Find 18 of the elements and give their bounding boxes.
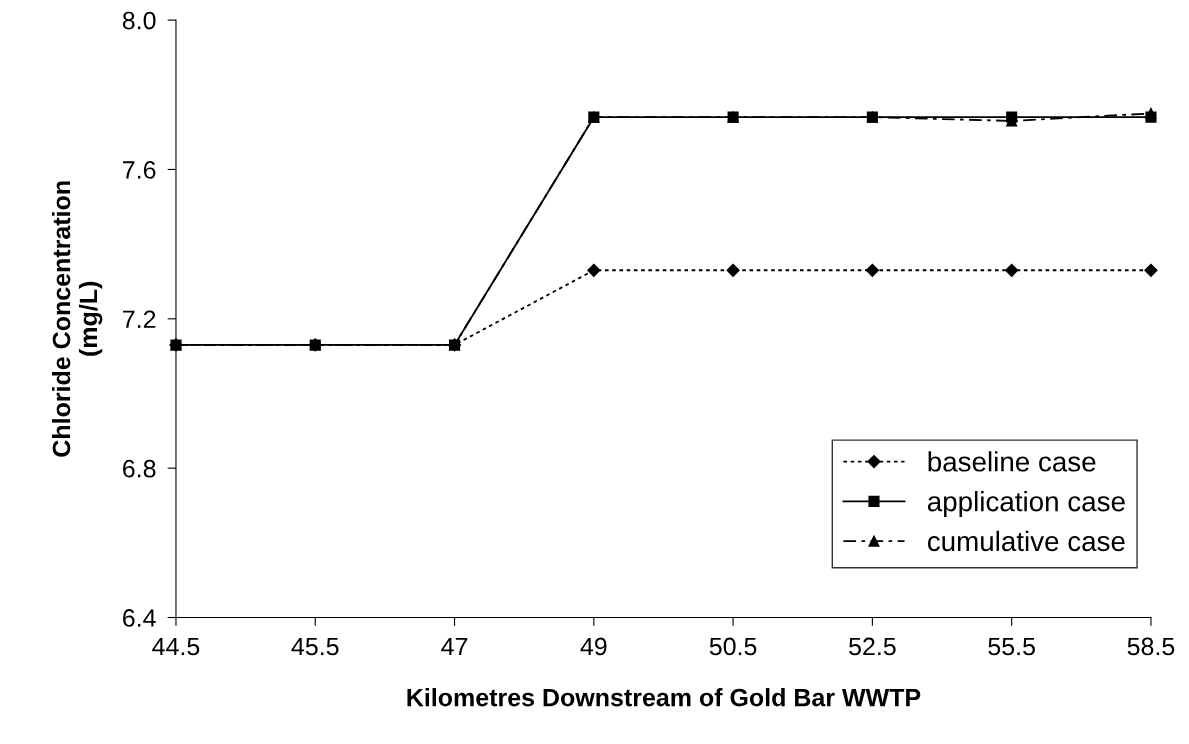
x-tick-label: 50.5	[709, 637, 757, 656]
legend-label: baseline case	[928, 451, 1096, 472]
y-tick-label: 7.2	[123, 310, 156, 328]
y-tick-label: 6.4	[123, 609, 156, 627]
y-tick-label: 8.0	[122, 11, 156, 30]
x-tick-label: 45.5	[291, 637, 339, 656]
x-tick-label: 49	[580, 637, 607, 656]
y-axis-title: Chloride Concentration (mg/L)	[51, 181, 103, 457]
y-tick-label: 6.8	[123, 459, 156, 478]
x-axis-title: Kilometres Downstream of Gold Bar WWTP	[407, 688, 921, 707]
y-tick-label: 7.6	[123, 161, 156, 179]
x-tick-label: 55.5	[988, 637, 1035, 656]
legend-label: application case	[927, 491, 1125, 517]
x-tick-label: 44.5	[152, 637, 200, 656]
legend-label: cumulative case	[927, 530, 1125, 552]
x-tick-label: 58.5	[1127, 637, 1175, 656]
x-tick-label: 52.5	[849, 637, 896, 656]
x-tick-label: 47	[441, 637, 468, 656]
